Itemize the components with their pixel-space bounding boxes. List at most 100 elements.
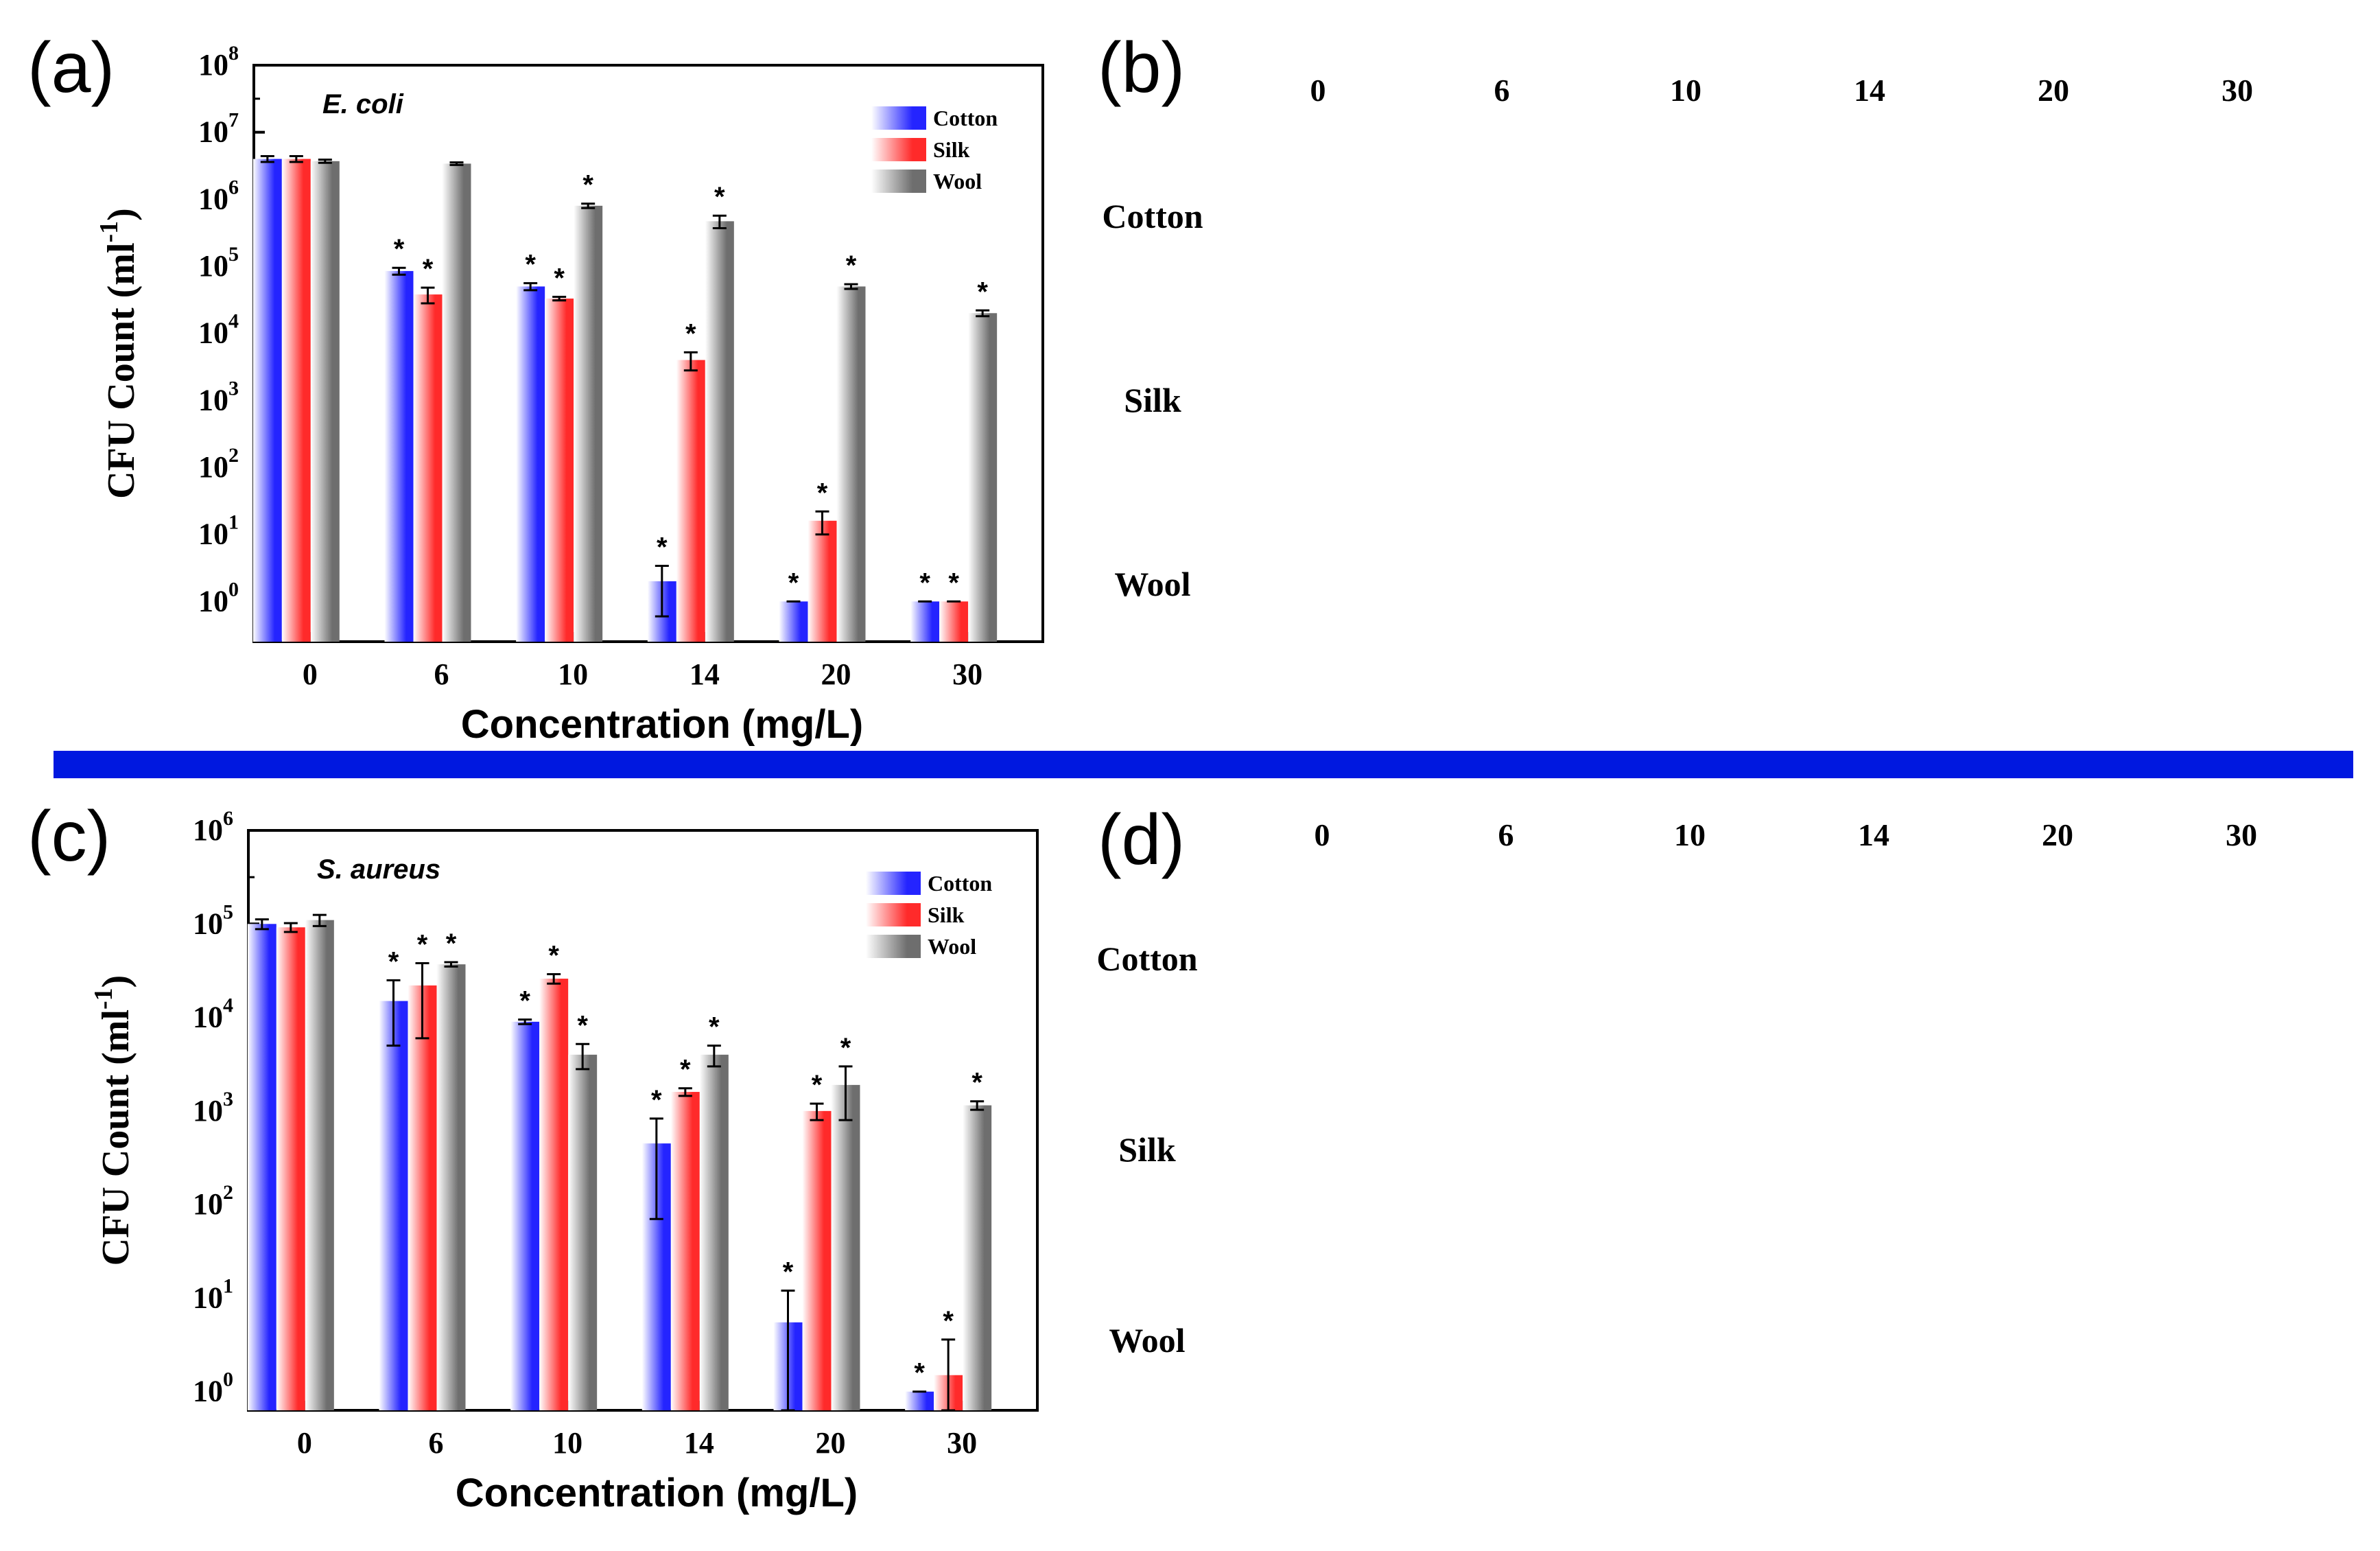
chart-c-ytick-label: 103 <box>193 1088 233 1128</box>
chart-a-ytick-label: 108 <box>198 42 239 82</box>
chart-c-bar-cotton <box>905 1391 934 1410</box>
chart-a-legend-label: Cotton <box>933 106 998 130</box>
chart-a-xtick-label: 14 <box>690 657 720 691</box>
chart-c-significance-star: * <box>943 1306 954 1336</box>
chart-a-significance-star: * <box>657 532 668 562</box>
chart-a-ytick-label: 103 <box>198 377 239 417</box>
plate-d-row-header: Silk <box>1118 1130 1176 1169</box>
chart-a-xtick-label: 6 <box>434 657 449 691</box>
chart-a-bar-cotton <box>779 601 808 642</box>
chart-a-xlabel: Concentration (mg/L) <box>461 702 863 747</box>
chart-c-ytick-label: 104 <box>193 994 233 1034</box>
plate-b-column-header: 14 <box>1854 73 1885 108</box>
chart-c-bar-wool <box>568 1054 598 1410</box>
chart-c-significance-star: * <box>446 929 457 959</box>
chart-c-bar-wool <box>436 964 466 1410</box>
plate-b-row-header: Wool <box>1114 565 1191 603</box>
plate-d-column-header: 14 <box>1858 817 1889 852</box>
chart-a-significance-star: * <box>394 234 405 264</box>
chart-c-significance-star: * <box>519 986 530 1016</box>
chart-a-significance-star: * <box>919 568 930 598</box>
chart-a-significance-star: * <box>846 250 857 281</box>
chart-c-significance-star: * <box>812 1070 823 1100</box>
chart-a-legend-label: Wool <box>933 169 982 194</box>
chart-c-legend-label: Cotton <box>928 871 992 896</box>
chart-c-significance-star: * <box>840 1033 851 1063</box>
chart-c-bar-cotton <box>510 1021 540 1410</box>
chart-a-bar-silk <box>676 360 705 642</box>
chart-a-legend-swatch-cotton <box>871 106 926 130</box>
chart-a-significance-star: * <box>582 170 593 200</box>
chart-a-significance-star: * <box>685 318 696 349</box>
chart-c-bar-silk <box>539 979 569 1410</box>
chart-a-ytick-label: 105 <box>198 243 239 283</box>
chart-c-significance-star: * <box>914 1358 925 1388</box>
chart-c-bar-wool <box>305 920 334 1410</box>
chart-c-significance-star: * <box>577 1010 588 1040</box>
chart-a-significance-star: * <box>948 568 959 598</box>
chart-a-bar-wool <box>836 286 866 642</box>
chart-c-xtick-label: 0 <box>297 1426 312 1460</box>
chart-a-legend-swatch-wool <box>871 170 926 193</box>
plate-b-column-header: 20 <box>2038 73 2069 108</box>
plate-b-column-header: 0 <box>1310 73 1326 108</box>
chart-a-bar-silk <box>939 601 969 642</box>
chart-a-bar-silk <box>808 520 837 642</box>
chart-c-bar-wool <box>699 1054 729 1410</box>
chart-c-organism-label: S. aureus <box>317 854 440 885</box>
plate-d-row-header: Cotton <box>1096 940 1198 978</box>
plate-b-column-header: 6 <box>1494 73 1510 108</box>
chart-c-legend-swatch-silk <box>866 903 921 926</box>
chart-a-ytick-label: 107 <box>198 109 239 149</box>
chart-c-legend-swatch-wool <box>866 935 921 958</box>
panel-label-d: (d) <box>1098 800 1186 880</box>
chart-a-significance-star: * <box>817 478 828 508</box>
chart-a-ytick-label: 102 <box>198 444 239 484</box>
panel-label-a: (a) <box>27 28 115 108</box>
chart-c-xtick-label: 10 <box>552 1426 582 1460</box>
chart-c-significance-star: * <box>651 1085 662 1115</box>
chart-c-bar-cotton <box>379 1001 408 1410</box>
chart-c-significance-star: * <box>388 946 399 977</box>
chart-c-ytick-label: 101 <box>193 1274 233 1314</box>
chart-a-bar-wool <box>705 221 734 642</box>
chart-a-legend-label: Silk <box>933 137 970 162</box>
chart-a-ylabel: CFU Count (ml-1) <box>95 208 143 499</box>
chart-a-significance-star: * <box>788 568 799 598</box>
chart-a-significance-star: * <box>423 254 434 284</box>
chart-c-ytick-label: 106 <box>193 807 233 847</box>
chart-c-xtick-label: 14 <box>684 1426 714 1460</box>
chart-a-bar-silk <box>413 294 443 642</box>
chart-a-xtick-label: 30 <box>952 657 982 691</box>
chart-a-bar-cotton <box>910 601 940 642</box>
chart-a-significance-star: * <box>714 182 725 212</box>
chart-a-bar-cotton <box>516 286 545 642</box>
chart-c-significance-star: * <box>417 930 428 960</box>
chart-a-bar-silk <box>281 159 311 642</box>
plate-d-column-header: 6 <box>1498 817 1514 852</box>
chart-c-ylabel: CFU Count (ml-1) <box>89 975 137 1266</box>
chart-c-significance-star: * <box>709 1012 720 1042</box>
plate-b-column-header: 10 <box>1670 73 1701 108</box>
plate-b-row-header: Silk <box>1124 381 1181 419</box>
chart-c-bar-wool <box>963 1105 992 1410</box>
chart-a-xtick-label: 0 <box>303 657 318 691</box>
panel-label-c: (c) <box>27 797 111 876</box>
plate-d-column-header: 10 <box>1674 817 1706 852</box>
chart-a-bar-cotton <box>384 270 414 642</box>
chart-c-xtick-label: 20 <box>816 1426 846 1460</box>
chart-a-bar-cotton <box>252 159 282 642</box>
chart-c-legend-swatch-cotton <box>866 872 921 895</box>
chart-c-significance-star: * <box>783 1257 794 1287</box>
chart-a-bar-wool <box>574 205 603 642</box>
panel-divider <box>54 751 2353 778</box>
plate-b-column-header: 30 <box>2222 73 2253 108</box>
chart-a-organism-label: E. coli <box>322 89 404 119</box>
plate-d-row-header: Wool <box>1109 1321 1186 1360</box>
plate-d-column-header: 20 <box>2042 817 2073 852</box>
plate-d-column-header: 0 <box>1314 817 1330 852</box>
chart-c-legend-label: Silk <box>928 902 965 927</box>
chart-a-bar-silk <box>545 299 574 642</box>
chart-c-xtick-label: 6 <box>429 1426 444 1460</box>
